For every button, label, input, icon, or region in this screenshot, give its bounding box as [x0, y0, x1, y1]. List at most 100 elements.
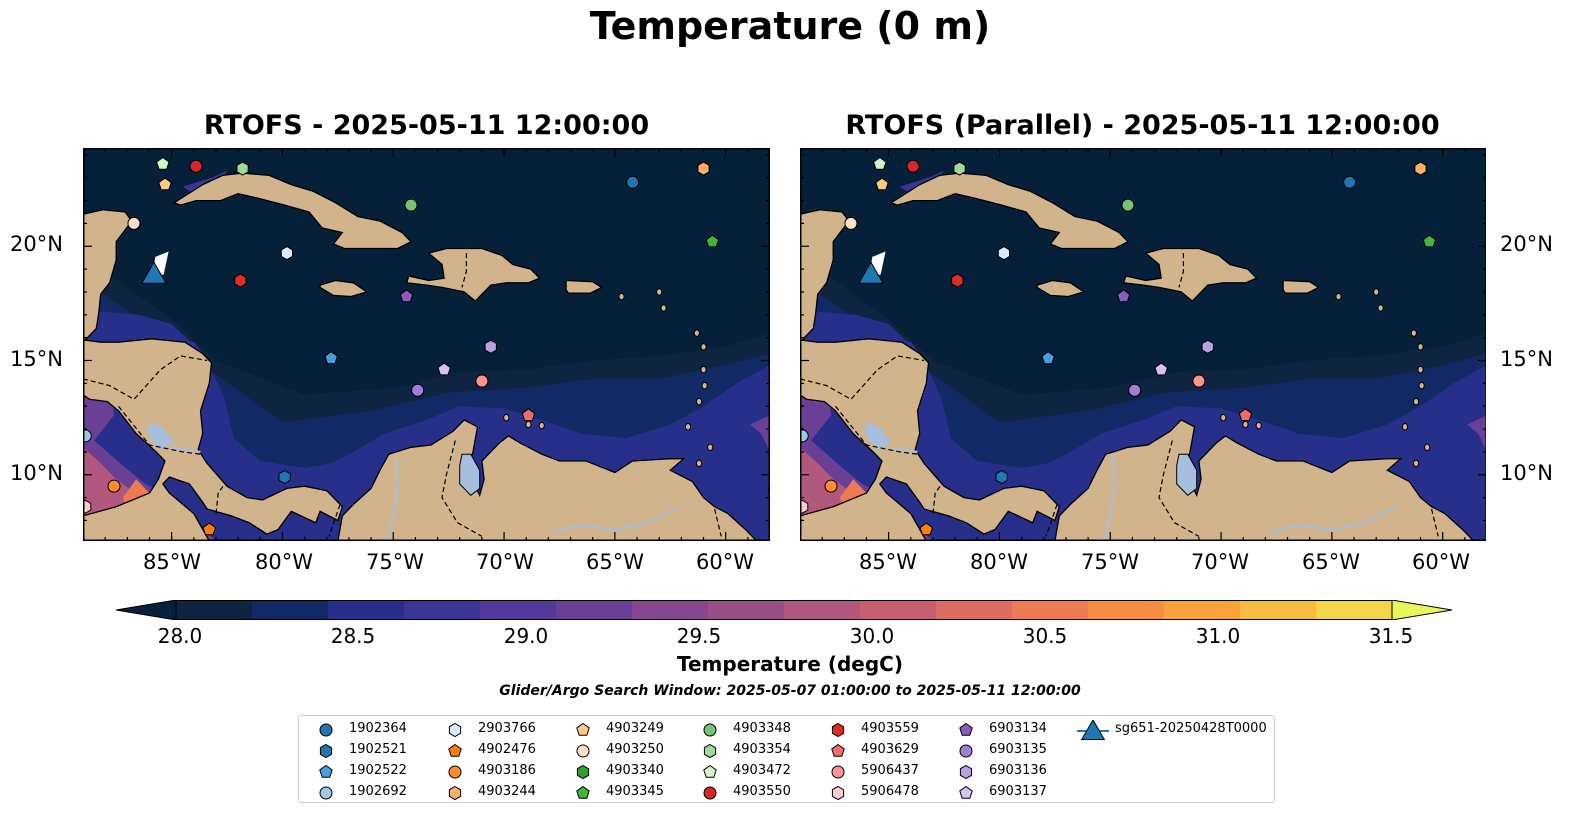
small-island [1424, 443, 1431, 452]
float-4903550[interactable] [906, 159, 920, 173]
float-5906478[interactable] [800, 499, 809, 514]
pentagon-marker-icon [576, 785, 590, 799]
lat-label-20n-left: 20°N [10, 232, 63, 256]
legend-item-label: 4903250 [606, 742, 664, 757]
river [552, 505, 680, 533]
float-6903135[interactable] [1128, 383, 1142, 397]
map-rtofs[interactable] [83, 148, 770, 541]
legend: 1902364 1902521 1902522 1902692 2903766 49024… [298, 715, 1275, 803]
legend-item-label: 4903629 [861, 742, 919, 757]
small-island [701, 381, 708, 390]
float-4903244[interactable] [697, 161, 710, 176]
glider-marker[interactable] [140, 261, 167, 284]
river [888, 446, 918, 453]
float-2903766[interactable] [997, 246, 1010, 261]
country-border [328, 504, 341, 537]
search-window-text: Glider/Argo Search Window: 2025-05-07 01… [499, 683, 1081, 699]
small-island [700, 365, 707, 374]
float-6903134[interactable] [1116, 289, 1131, 303]
float-6903137[interactable] [1154, 362, 1168, 376]
float-4903345[interactable] [705, 234, 720, 248]
legend-item-label: 2903766 [478, 721, 536, 736]
circle-marker-icon [703, 723, 717, 737]
circle-marker-icon [448, 765, 462, 779]
float-4903348[interactable] [1121, 198, 1135, 212]
float-1902364[interactable] [1343, 175, 1357, 189]
jamaica-land [1036, 279, 1086, 298]
float-4903559[interactable] [234, 273, 247, 288]
float-4903186[interactable] [107, 479, 121, 493]
float-1902521[interactable] [278, 469, 291, 485]
legend-item-label: 4903472 [733, 763, 791, 778]
small-island [684, 423, 692, 431]
float-4903354[interactable] [236, 161, 249, 176]
hexagon-marker-icon [319, 743, 333, 759]
lon-label-65w-left: 65°W [586, 550, 644, 574]
float-4903186[interactable] [824, 479, 838, 493]
small-island [1417, 365, 1424, 374]
float-5906478[interactable] [83, 499, 92, 514]
float-1902522[interactable] [1041, 351, 1055, 364]
float-4903354[interactable] [953, 161, 966, 176]
float-1902364[interactable] [626, 175, 640, 189]
float-4903559[interactable] [951, 273, 964, 288]
lon-label-60w-right: 60°W [1412, 550, 1470, 574]
country-border [932, 483, 943, 514]
float-5906437[interactable] [475, 374, 489, 388]
legend-item-label: 1902692 [349, 784, 407, 799]
small-island [1417, 343, 1424, 351]
float-6903134[interactable] [399, 289, 414, 303]
colorbar-tick-29-0: 29.0 [503, 624, 549, 648]
float-4903472[interactable] [873, 156, 887, 170]
legend-item-label: 4903354 [733, 742, 791, 757]
float-4903629[interactable] [521, 408, 536, 422]
small-island [1373, 288, 1380, 296]
country-border [835, 405, 918, 455]
map-rtofs-parallel[interactable] [800, 148, 1486, 541]
hexagon-marker-icon [831, 785, 845, 801]
small-island [1377, 304, 1384, 312]
hexagon-marker-icon [959, 764, 973, 780]
float-4903244[interactable] [1414, 161, 1427, 176]
lake-maracaibo [459, 453, 481, 496]
float-6903136[interactable] [484, 339, 497, 354]
colorbar-tick-30-0: 30.0 [849, 624, 895, 648]
cuba-land [889, 172, 1130, 250]
float-4903629[interactable] [1238, 408, 1253, 422]
float-4903472[interactable] [156, 156, 170, 170]
float-4902476[interactable] [202, 522, 217, 536]
float-4903250[interactable] [127, 216, 141, 230]
colorbar-label: Temperature (degC) [677, 652, 903, 676]
float-1902692[interactable] [83, 429, 92, 443]
float-1902521[interactable] [995, 469, 1008, 485]
hispaniola-land [1122, 247, 1258, 302]
small-island [538, 421, 545, 430]
small-island [1412, 397, 1420, 406]
float-6903137[interactable] [437, 362, 451, 376]
legend-item-label: 4903186 [478, 763, 536, 778]
float-6903135[interactable] [411, 383, 425, 397]
float-4903249[interactable] [875, 177, 889, 191]
small-island [695, 459, 703, 468]
legend-item-label: 4903550 [733, 784, 791, 799]
colorbar-segment [632, 600, 709, 620]
colorbar-segment [1164, 600, 1241, 620]
float-4903348[interactable] [404, 198, 418, 212]
colorbar-segment [480, 600, 557, 620]
lake-maracaibo [1176, 453, 1198, 496]
float-1902692[interactable] [800, 429, 809, 443]
colorbar-segment [1088, 600, 1165, 620]
float-4903249[interactable] [158, 177, 172, 191]
float-5906437[interactable] [1192, 374, 1206, 388]
float-1902522[interactable] [324, 351, 338, 364]
glider-marker[interactable] [857, 261, 884, 284]
float-6903136[interactable] [1201, 339, 1214, 354]
float-2903766[interactable] [280, 246, 293, 261]
float-4903550[interactable] [189, 159, 203, 173]
float-4903250[interactable] [844, 216, 858, 230]
colorbar-tick-31-5: 31.5 [1368, 624, 1414, 648]
float-4902476[interactable] [919, 522, 934, 536]
float-4903345[interactable] [1422, 234, 1437, 248]
legend-item-label: 6903134 [989, 721, 1047, 736]
colorbar-over-extension [1391, 600, 1452, 620]
